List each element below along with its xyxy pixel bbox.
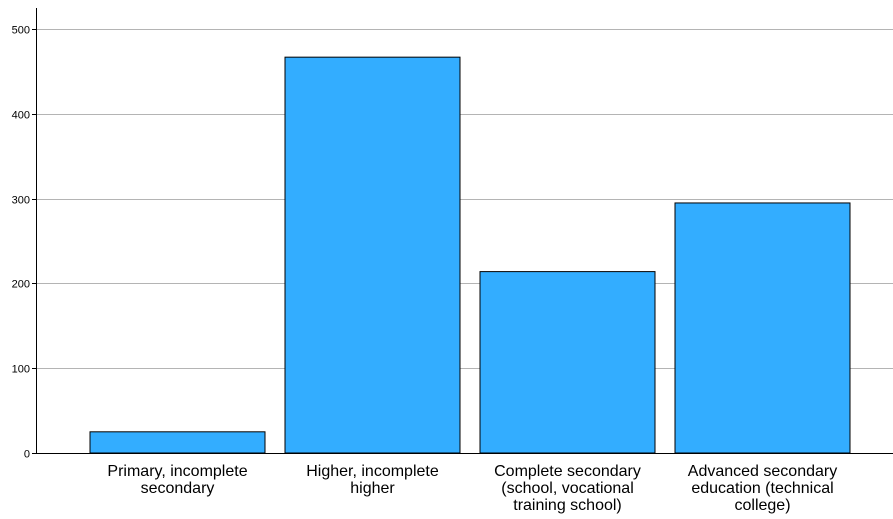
y-tick-label: 100 xyxy=(12,364,30,376)
y-tick-label: 200 xyxy=(12,279,30,291)
y-tick-label: 300 xyxy=(12,195,30,207)
bar-4 xyxy=(674,202,851,454)
x-category-label-line: higher xyxy=(350,480,395,497)
x-category-label-line: training school) xyxy=(513,497,622,514)
bars xyxy=(89,56,851,454)
x-category-label-line: secondary xyxy=(141,480,215,497)
x-category-label: Complete secondary (school, vocational tra… xyxy=(494,463,641,514)
bar-1 xyxy=(89,431,266,454)
x-category-label-line: (school, vocational xyxy=(501,480,634,497)
bar-3 xyxy=(479,271,656,454)
x-category-label: Primary, incomplete secondary xyxy=(107,463,247,497)
y-tick-labels: 0 100 200 300 400 500 xyxy=(12,25,30,461)
bar-2 xyxy=(284,56,461,454)
y-tick-label: 400 xyxy=(12,110,30,122)
x-category-label-line: Primary, incomplete xyxy=(107,463,247,480)
x-category-label-line: Complete secondary xyxy=(494,463,641,480)
axes xyxy=(32,8,893,454)
x-category-label-line: education (technical xyxy=(691,480,833,497)
x-category-label-line: Higher, incomplete xyxy=(306,463,439,480)
x-category-label: Advanced secondary education (technical co… xyxy=(688,463,837,514)
y-tick-label: 0 xyxy=(24,449,30,461)
x-category-label-line: Advanced secondary xyxy=(688,463,837,480)
x-category-label-line: college) xyxy=(734,497,790,514)
y-tick-label: 500 xyxy=(12,25,30,37)
x-category-labels: Primary, incomplete secondary Higher, inco… xyxy=(107,463,837,514)
x-category-label: Higher, incomplete higher xyxy=(306,463,439,497)
